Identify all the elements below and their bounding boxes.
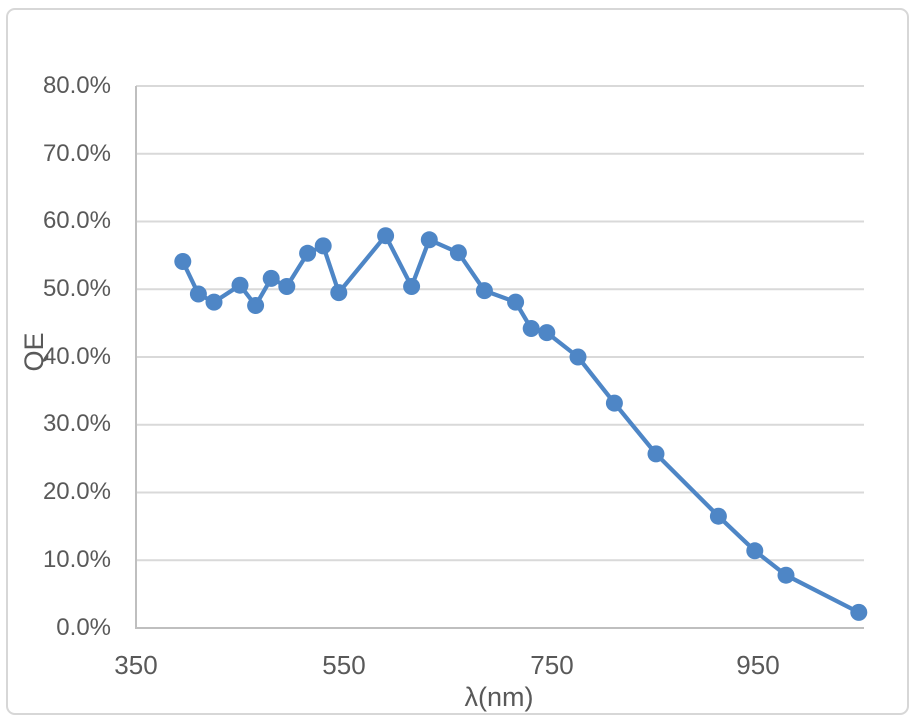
x-tick-label-350: 350	[114, 650, 158, 680]
y-tick-label-0: 0.0%	[56, 614, 111, 641]
x-axis-title: λ(nm)	[464, 682, 534, 712]
y-tick-label-60: 60.0%	[42, 207, 111, 234]
y-tick-label-50: 50.0%	[42, 275, 111, 302]
x-tick-label-950: 950	[736, 650, 780, 680]
gridlines	[136, 85, 864, 562]
y-tick-label-30: 30.0%	[42, 410, 111, 437]
y-tick-label-20: 20.0%	[42, 478, 111, 505]
x-tick-label-750: 750	[530, 650, 574, 680]
chart-frame	[6, 8, 909, 715]
y-axis-title: QE	[19, 332, 49, 372]
y-tick-label-40: 40.0%	[42, 343, 111, 370]
y-tick-label-70: 70.0%	[42, 140, 111, 167]
y-tick-label-80: 80.0%	[42, 72, 111, 99]
axis-lines	[135, 86, 864, 629]
x-tick-label-550: 550	[322, 650, 366, 680]
y-tick-label-10: 10.0%	[42, 546, 111, 573]
series-markers	[174, 227, 868, 621]
